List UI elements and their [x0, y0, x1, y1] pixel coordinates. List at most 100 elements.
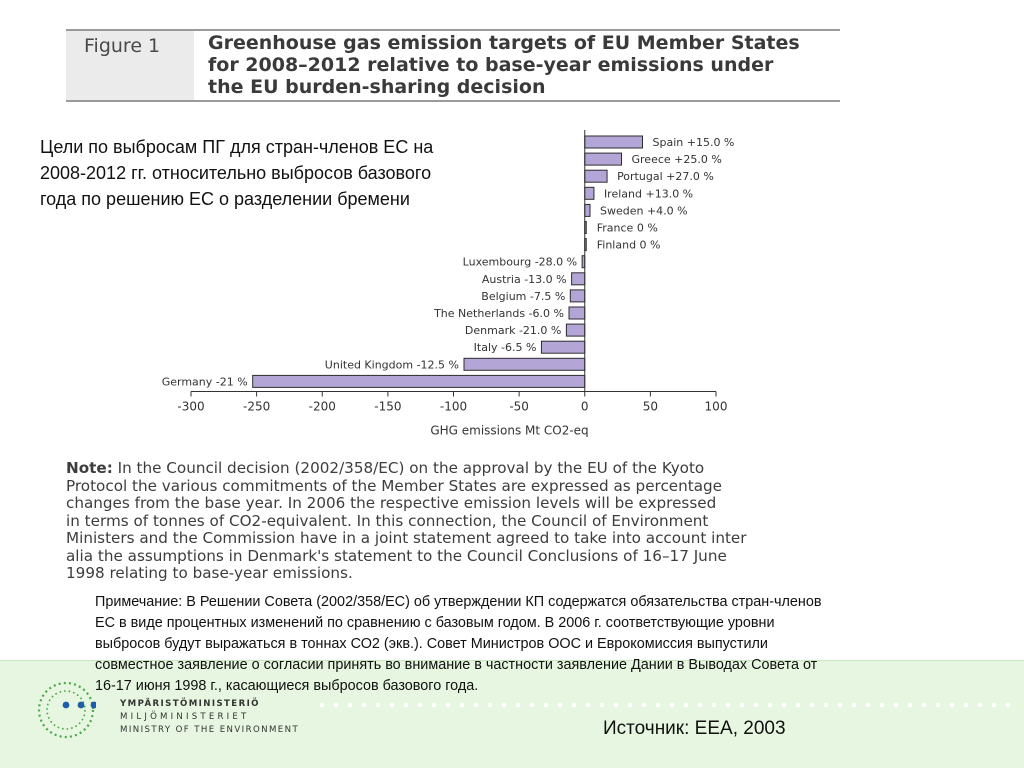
bar-label: Denmark -21.0 %: [465, 324, 561, 337]
russian-note-line: ЕС в виде процентных изменений по сравне…: [95, 615, 775, 631]
decorative-dot: [361, 702, 367, 708]
decorative-dot: [977, 702, 983, 708]
ministry-logo-text: YMPÄRISTÖMINISTERIÖ MILJÖMINISTERIET MIN…: [120, 698, 299, 737]
figure-title-line: for 2008–2012 relative to base-year emis…: [208, 54, 774, 76]
ministry-name-finnish: YMPÄRISTÖMINISTERIÖ: [120, 699, 260, 709]
footer-band-divider: [0, 660, 1024, 661]
decorative-dot: [1005, 702, 1011, 708]
decorative-dot: [431, 702, 437, 708]
x-tick-label: 0: [581, 400, 589, 414]
decorative-dot: [459, 702, 465, 708]
decorative-dot: [725, 702, 731, 708]
chart-bar: [584, 169, 608, 183]
chart-bar: [569, 289, 586, 303]
x-tick-label: -150: [374, 400, 401, 414]
decorative-dot: [333, 702, 339, 708]
decorative-dot: [403, 702, 409, 708]
decorative-dot: [375, 702, 381, 708]
figure-title-line: Greenhouse gas emission targets of EU Me…: [208, 32, 800, 54]
note-line-text: In the Council decision (2002/358/EC) on…: [112, 459, 705, 477]
bar-label: Italy -6.5 %: [474, 341, 537, 354]
decorative-dot: [991, 702, 997, 708]
decorative-dot: [879, 702, 885, 708]
decorative-dot: [347, 702, 353, 708]
x-tick-label: -50: [509, 400, 529, 414]
decorative-dot: [389, 702, 395, 708]
chart-bar: [252, 374, 586, 388]
decorative-dot: [711, 702, 717, 708]
decorative-dot: [655, 702, 661, 708]
x-tick-label: -200: [309, 400, 336, 414]
decorative-dot: [697, 702, 703, 708]
decorative-dot: [543, 702, 549, 708]
x-tick-label: -100: [440, 400, 467, 414]
note-line: 1998 relating to base-year emissions.: [66, 564, 353, 582]
chart-bar: [565, 323, 586, 337]
decorative-dot: [515, 702, 521, 708]
chart-bar: [540, 340, 586, 354]
chart-bar: [584, 186, 595, 200]
decorative-dot: [767, 702, 773, 708]
decorative-dot: [753, 702, 759, 708]
bar-label: Ireland +13.0 %: [604, 187, 693, 200]
source-citation: Источник: ЕЕА, 2003: [603, 718, 786, 739]
chart-bar: [584, 152, 622, 166]
figure-header-bottom-rule: [66, 100, 840, 102]
decorative-dot: [809, 702, 815, 708]
russian-title-line: Цели по выбросам ПГ для стран-членов ЕС …: [40, 137, 434, 157]
chart-bar: [568, 306, 586, 320]
bar-label: France 0 %: [597, 222, 658, 235]
decorative-dot: [837, 702, 843, 708]
russian-title: Цели по выбросам ПГ для стран-членов ЕС …: [40, 134, 560, 212]
x-tick-label: 100: [705, 400, 728, 414]
bar-label: Greece +25.0 %: [632, 153, 722, 166]
decorative-dot: [319, 702, 325, 708]
decorative-dot: [781, 702, 787, 708]
decorative-dot: [893, 702, 899, 708]
note-label: Note:: [66, 459, 113, 477]
decorative-dot: [571, 702, 577, 708]
decorative-dot: [641, 702, 647, 708]
note-line: changes from the base year. In 2006 the …: [66, 494, 717, 512]
decorative-dot: [963, 702, 969, 708]
decorative-dot: [585, 702, 591, 708]
x-axis-label: GHG emissions Mt CO2-eq: [430, 424, 588, 438]
figure-title-line: the EU burden-sharing decision: [208, 76, 546, 98]
bar-label: Germany -21 %: [162, 375, 248, 388]
bar-label: Finland 0 %: [597, 239, 661, 252]
russian-note-line: 16-17 июня 1998 г., касающиеся выбросов …: [95, 678, 479, 694]
x-tick-label: 50: [643, 400, 658, 414]
decorative-dot: [599, 702, 605, 708]
ministry-logo-icon: [37, 681, 96, 739]
russian-title-line: 2008-2012 гг. относительно выбросов базо…: [40, 163, 432, 183]
chart-bar: [584, 203, 591, 217]
figure-title: Greenhouse gas emission targets of EU Me…: [208, 32, 848, 98]
bar-label: United Kingdom -12.5 %: [325, 358, 459, 371]
bar-label: Spain +15.0 %: [653, 136, 735, 149]
chart-bar: [571, 272, 586, 286]
decorative-dot: [501, 702, 507, 708]
bar-label: Belgium -7.5 %: [481, 290, 565, 303]
decorative-dot: [865, 702, 871, 708]
decorative-dot: [417, 702, 423, 708]
russian-title-line: года по решению ЕС о разделении бремени: [40, 189, 410, 209]
note-line: in terms of tonnes of CO2-equivalent. In…: [66, 511, 709, 530]
decorative-dot: [907, 702, 913, 708]
bar-label: Portugal +27.0 %: [617, 170, 714, 183]
x-tick-label: -250: [243, 400, 270, 414]
ministry-name-swedish: MILJÖMINISTERIET: [120, 712, 250, 722]
decorative-dot: [921, 702, 927, 708]
note-line: Note: In the Council decision (2002/358/…: [66, 459, 856, 478]
figure-label: Figure 1: [84, 35, 161, 57]
figure-header: Figure 1 Greenhouse gas emission targets…: [66, 29, 840, 102]
english-note: Note: In the Council decision (2002/358/…: [66, 459, 856, 583]
decorative-dot: [823, 702, 829, 708]
decorative-dot: [487, 702, 493, 708]
decorative-dot: [557, 702, 563, 708]
decorative-dot: [613, 702, 619, 708]
note-line: alia the assumptions in Denmark's statem…: [66, 546, 727, 565]
decorative-dot: [669, 702, 675, 708]
decorative-dot: [949, 702, 955, 708]
bar-label: Austria -13.0 %: [482, 273, 567, 286]
russian-note-line: совместное заявление о согласии принять …: [95, 657, 818, 673]
